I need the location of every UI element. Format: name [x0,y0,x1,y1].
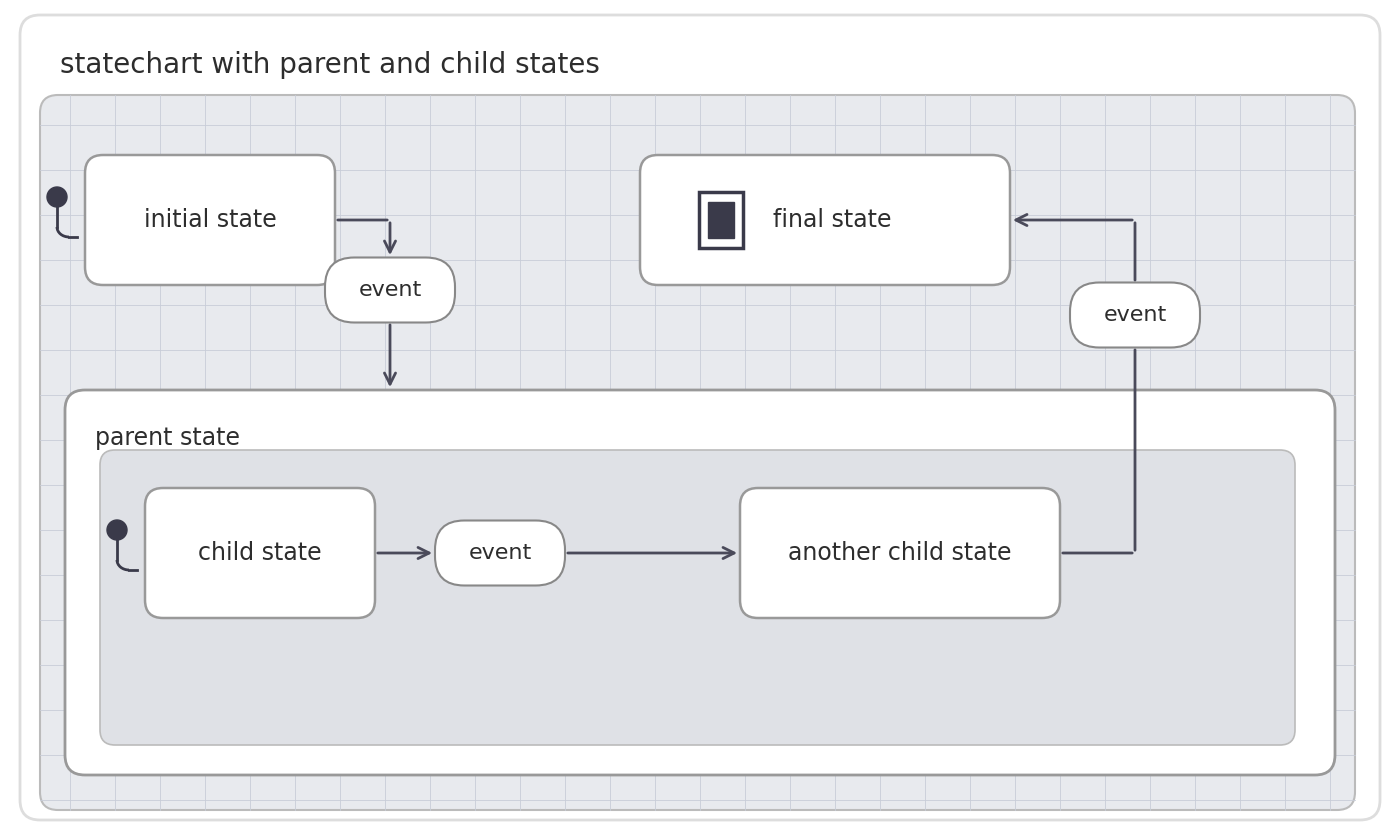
FancyBboxPatch shape [325,258,455,323]
FancyBboxPatch shape [20,15,1380,820]
FancyBboxPatch shape [85,155,335,285]
Text: child state: child state [199,541,322,565]
FancyBboxPatch shape [741,488,1060,618]
FancyBboxPatch shape [435,521,566,585]
FancyBboxPatch shape [146,488,375,618]
Text: event: event [1103,305,1166,325]
Text: event: event [358,280,421,300]
Text: initial state: initial state [144,208,276,232]
FancyBboxPatch shape [700,192,743,248]
FancyBboxPatch shape [640,155,1009,285]
FancyBboxPatch shape [64,390,1336,775]
FancyBboxPatch shape [1070,282,1200,348]
FancyBboxPatch shape [708,202,735,238]
Text: another child state: another child state [788,541,1012,565]
FancyBboxPatch shape [99,450,1295,745]
Text: event: event [469,543,532,563]
Text: statechart with parent and child states: statechart with parent and child states [60,51,599,79]
Circle shape [106,520,127,540]
Text: final state: final state [773,208,892,232]
Circle shape [48,187,67,207]
FancyBboxPatch shape [41,95,1355,810]
Text: parent state: parent state [95,426,239,450]
